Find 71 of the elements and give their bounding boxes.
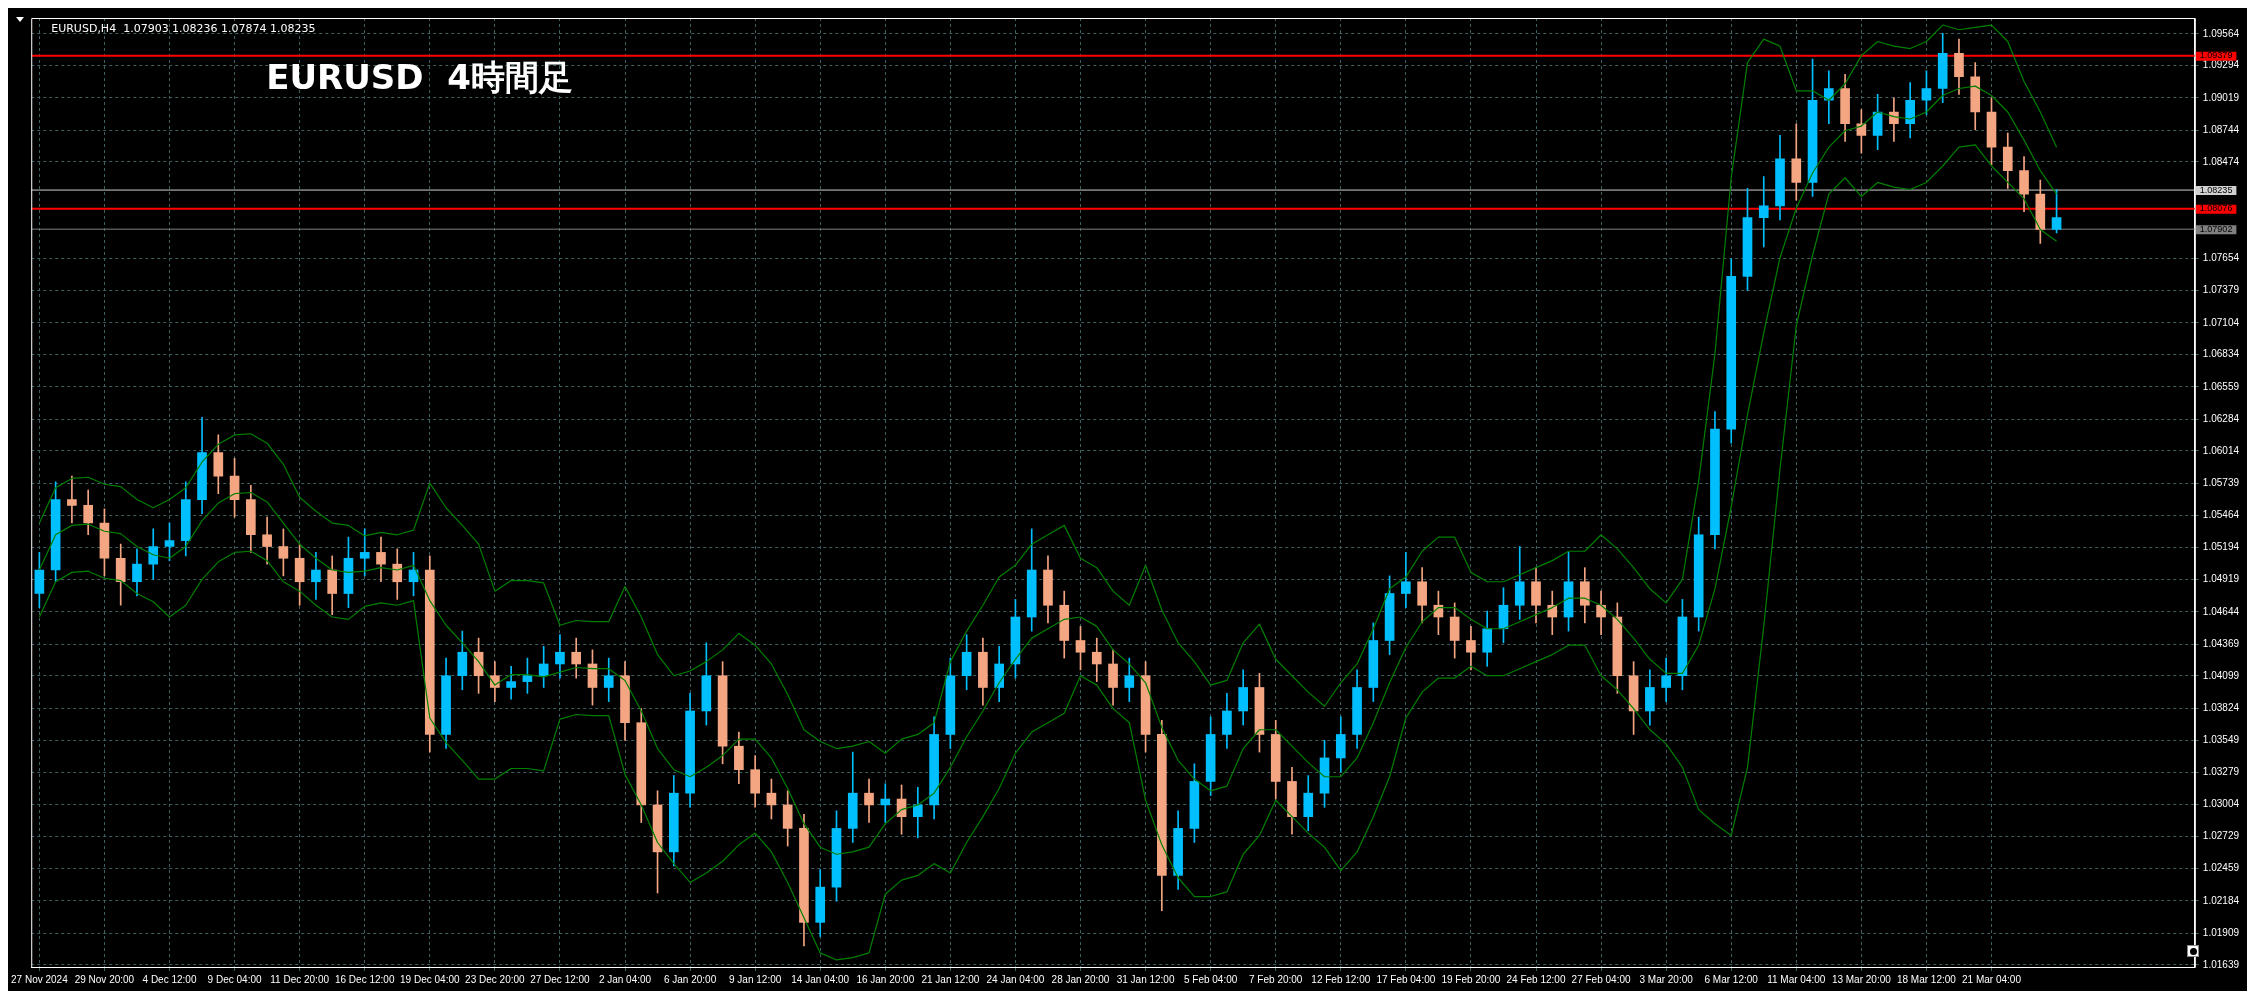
x-tick-label: 21 Mar 04:00 (1962, 973, 2022, 985)
x-tick-label: 12 Feb 12:00 (1311, 973, 1371, 985)
y-tick-label: 1.03004 (2202, 798, 2240, 810)
y-tick-label: 1.05194 (2202, 540, 2240, 552)
candlestick (880, 783, 891, 823)
y-tick-label: 1.06834 (2202, 348, 2240, 360)
ref-line-label: 1.08076 (2199, 203, 2233, 214)
y-tick-label: 1.02184 (2202, 894, 2240, 906)
y-tick-label: 1.08744 (2202, 124, 2240, 136)
y-tick-label: 1.09564 (2202, 27, 2240, 39)
x-tick-label: 19 Dec 04:00 (400, 973, 460, 985)
candlestick (359, 528, 370, 577)
x-tick-label: 9 Jan 12:00 (729, 973, 782, 985)
x-tick-label: 23 Dec 20:00 (465, 973, 526, 985)
y-tick-label: 1.05739 (2202, 476, 2240, 488)
x-tick-label: 4 Dec 12:00 (142, 973, 197, 985)
y-tick-label: 1.02459 (2202, 862, 2240, 874)
candlestick (1758, 176, 1769, 248)
text: EURUSD 4時間足 (266, 56, 573, 97)
y-tick-label: 1.03549 (2202, 734, 2240, 746)
x-tick-label: 17 Feb 04:00 (1376, 973, 1436, 985)
ref-line-label: 1.08235 (2199, 184, 2233, 195)
y-tick-label: 1.04099 (2202, 669, 2240, 681)
y-tick-label: 1.06559 (2202, 380, 2240, 392)
y-tick-label: 1.08474 (2202, 155, 2240, 167)
x-tick-label: 14 Jan 04:00 (791, 973, 850, 985)
x-tick-label: 31 Jan 12:00 (1116, 973, 1175, 985)
x-tick-label: 16 Dec 12:00 (334, 973, 395, 985)
y-tick-label: 1.04644 (2202, 605, 2240, 617)
candlestick (506, 666, 516, 700)
x-tick-label: 3 Mar 20:00 (1639, 973, 1694, 985)
y-tick-label: 1.04369 (2202, 637, 2240, 649)
x-tick-label: 13 Mar 20:00 (1831, 973, 1892, 985)
x-tick-label: 27 Feb 04:00 (1571, 973, 1631, 985)
x-tick-label: 7 Feb 20:00 (1249, 973, 1303, 985)
y-tick-label: 1.01639 (2202, 958, 2240, 970)
x-tick-label: 6 Mar 12:00 (1704, 973, 1759, 985)
y-tick-label: 1.06284 (2202, 412, 2240, 424)
x-tick-label: 9 Dec 04:00 (207, 973, 262, 985)
y-tick-label: 1.03279 (2202, 765, 2240, 777)
ref-line-label: 1.07902 (2199, 223, 2233, 234)
x-tick-label: 24 Feb 12:00 (1506, 973, 1566, 985)
x-tick-label: 6 Jan 20:00 (663, 973, 717, 985)
candlestick (67, 475, 77, 524)
x-tick-label: 5 Feb 04:00 (1183, 973, 1238, 985)
x-tick-label: 28 Jan 20:00 (1051, 973, 1110, 985)
y-tick-label: 1.07104 (2202, 316, 2240, 328)
y-tick-label: 1.09019 (2202, 91, 2240, 103)
y-tick-label: 1.05464 (2202, 509, 2240, 521)
x-tick-label: 27 Dec 12:00 (530, 973, 591, 985)
y-tick-label: 1.03824 (2202, 701, 2240, 713)
x-tick-label: 29 Nov 20:00 (74, 973, 135, 985)
x-tick-label: 27 Nov 2024 (11, 973, 69, 985)
candlestick (1824, 70, 1834, 125)
x-tick-label: 24 Jan 04:00 (986, 973, 1045, 985)
x-tick-label: 16 Jan 20:00 (856, 973, 915, 985)
y-tick-label: 1.07379 (2202, 284, 2240, 296)
annotation: EURUSD,H4 1.07903 1.08236 1.07874 1.08235 (51, 22, 316, 36)
y-tick-label: 1.09294 (2202, 59, 2240, 71)
ref-line-label: 1.09379 (2199, 50, 2233, 61)
x-tick-label: 11 Mar 04:00 (1767, 973, 1826, 985)
x-tick-label: 18 Mar 12:00 (1896, 973, 1957, 985)
x-tick-label: 2 Jan 04:00 (598, 973, 652, 985)
x-tick-label: 19 Feb 20:00 (1441, 973, 1501, 985)
y-tick-label: 1.01909 (2202, 926, 2240, 938)
y-tick-label: 1.02729 (2202, 830, 2240, 842)
y-tick-label: 1.04919 (2202, 573, 2240, 585)
y-tick-label: 1.07654 (2202, 252, 2240, 264)
y-tick-label: 1.06014 (2202, 444, 2240, 456)
x-tick-label: 21 Jan 12:00 (921, 973, 980, 985)
x-tick-label: 11 Dec 20:00 (270, 973, 330, 985)
